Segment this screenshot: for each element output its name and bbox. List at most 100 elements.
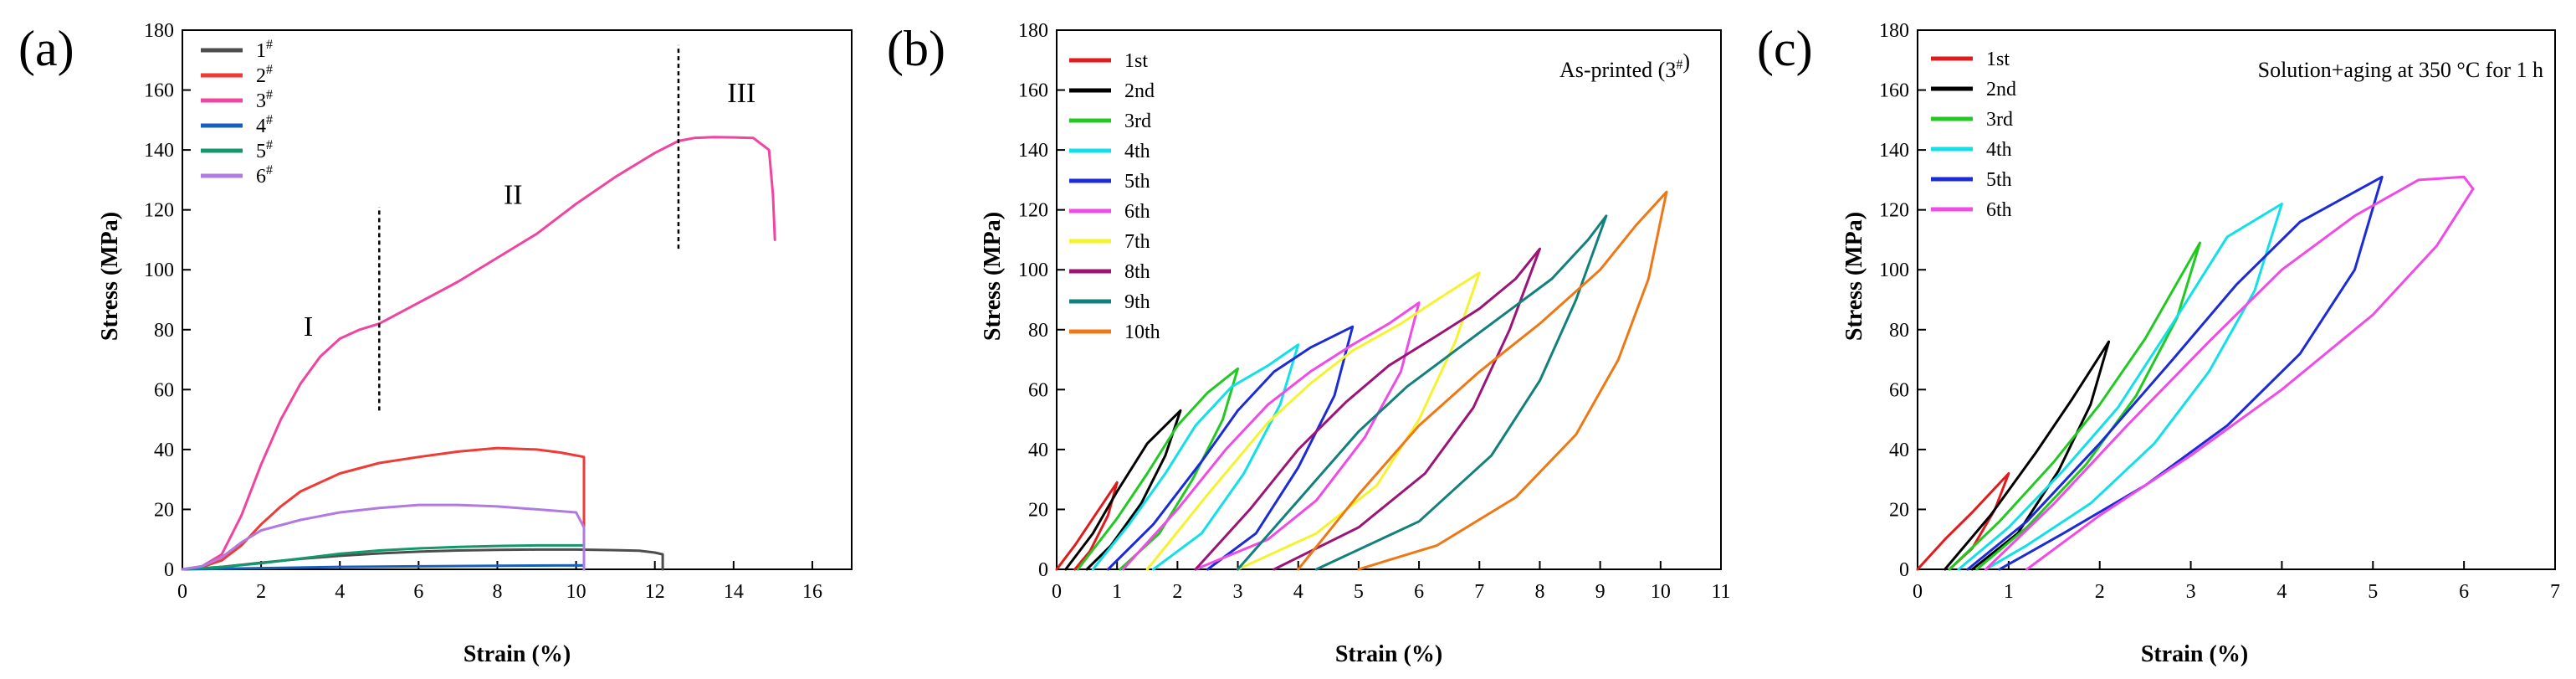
x-tick-label: 5	[2368, 581, 2378, 603]
legend-label: 2#	[256, 63, 273, 87]
plot-frame	[1056, 29, 1722, 570]
series-0-line	[1055, 481, 1119, 571]
legend-label: 2nd	[1124, 80, 1155, 102]
x-tick-label: 7	[2550, 581, 2560, 603]
legend-label: 5th	[1124, 171, 1150, 193]
panel-c-plot-area: 0 1 2 3 4 5 6 7 0 20 40 60 80 100 120 140 160 180 1st 2nd 3r…	[1879, 20, 2560, 603]
x-tick-label: 6	[1414, 581, 1424, 603]
panel-annotation: As-printed (3#)	[1559, 49, 1690, 82]
y-tick-label: 140	[1018, 140, 1048, 162]
plot-frame	[182, 29, 853, 570]
x-tick-label: 9	[1595, 581, 1606, 603]
y-tick-label: 160	[1018, 80, 1048, 102]
y-tick-label: 0	[1899, 559, 1909, 581]
region-label: III	[727, 78, 755, 109]
x-tick-label: 4	[335, 581, 345, 603]
legend-label: 1#	[256, 38, 273, 62]
y-tick-label: 60	[154, 379, 174, 401]
series-1-line	[1944, 340, 2111, 571]
series-2-line	[181, 136, 776, 571]
x-tick-label: 1	[1112, 581, 1122, 603]
x-tick-label: 4	[2276, 581, 2287, 603]
panel-b: (b) Stress (MPa) Strain (%) 0 1 2 3 4 5 6 7 8 9 10…	[887, 20, 1731, 667]
series-5-line	[1121, 301, 1421, 571]
legend-label: 7th	[1124, 231, 1150, 253]
series-8-line	[1237, 214, 1608, 571]
x-tick-label: 3	[2186, 581, 2196, 603]
plot-frame	[1917, 29, 2556, 570]
y-tick-label: 20	[1889, 499, 1909, 521]
region-label: I	[304, 311, 313, 342]
x-tick-label: 2	[1172, 581, 1182, 603]
series-3-line	[1957, 203, 2283, 571]
x-tick-label: 2	[256, 581, 266, 603]
legend-label: 1st	[1986, 49, 2010, 70]
panel-c-y-axis-title: Stress (MPa)	[1841, 212, 1867, 341]
series-6-line	[1145, 271, 1481, 571]
y-tick-label: 0	[164, 559, 174, 581]
y-tick-label: 180	[1879, 20, 1909, 42]
panel-c: (c) Stress (MPa) Strain (%) 0 1 2 3 4 5 6 7 0 20 4…	[1757, 20, 2560, 667]
y-tick-label: 60	[1028, 379, 1048, 401]
y-tick-label: 20	[1028, 499, 1048, 521]
series-1-line	[181, 446, 586, 571]
x-tick-label: 6	[413, 581, 423, 603]
panel-c-x-axis-title: Strain (%)	[2141, 641, 2248, 667]
series-3-line	[1091, 343, 1300, 571]
x-tick-label: 2	[2095, 581, 2105, 603]
y-tick-label: 100	[1018, 260, 1048, 281]
series-2-line	[1076, 367, 1239, 571]
y-tick-label: 60	[1889, 379, 1909, 401]
y-tick-label: 40	[1889, 440, 1909, 461]
x-tick-label: 7	[1474, 581, 1484, 603]
panel-a: (a) Stress (MPa) Strain (%) 0 2 4 6 8 10 12 14 1…	[18, 20, 853, 667]
series-5-line	[1984, 175, 2475, 571]
x-tick-label: 10	[1651, 581, 1671, 603]
panel-annotation: Solution+aging at 350 °C for 1 h	[2258, 58, 2543, 82]
panel-b-label: (b)	[887, 21, 945, 76]
series-5-line	[181, 503, 586, 571]
legend-label: 1st	[1124, 50, 1148, 72]
y-tick-label: 20	[154, 499, 174, 521]
series-4-line	[181, 543, 586, 571]
legend-label: 4#	[256, 113, 273, 137]
x-tick-label: 0	[1913, 581, 1923, 603]
x-tick-label: 10	[566, 581, 586, 603]
y-tick-label: 180	[144, 20, 174, 42]
y-tick-label: 120	[1879, 200, 1909, 222]
y-tick-label: 100	[144, 260, 174, 281]
legend-label: 3#	[256, 88, 273, 112]
series-4-line	[1966, 175, 2384, 571]
x-tick-label: 6	[2459, 581, 2469, 603]
panel-a-label: (a)	[18, 21, 74, 76]
x-tick-label: 11	[1711, 581, 1730, 603]
panel-a-plot-area: 0 2 4 6 8 10 12 14 16020406080100120140160180III…	[144, 20, 853, 603]
y-tick-label: 180	[1018, 20, 1048, 42]
series-1-line	[1064, 409, 1182, 571]
x-tick-label: 14	[724, 581, 744, 603]
legend-label: 4th	[1986, 139, 2012, 161]
x-tick-label: 1	[2004, 581, 2014, 603]
y-tick-label: 100	[1879, 260, 1909, 281]
legend-label: 6th	[1124, 201, 1150, 223]
panel-b-x-axis-title: Strain (%)	[1335, 641, 1442, 667]
y-tick-label: 160	[1879, 80, 1909, 102]
y-tick-label: 0	[1038, 559, 1048, 581]
legend-label: 6#	[256, 163, 273, 188]
series-3-line	[181, 563, 586, 571]
x-tick-label: 8	[492, 581, 502, 603]
y-tick-label: 40	[1028, 440, 1048, 461]
legend-label: 4th	[1124, 141, 1150, 162]
x-tick-label: 4	[1293, 581, 1303, 603]
x-tick-label: 0	[177, 581, 187, 603]
legend-label: 8th	[1124, 261, 1150, 283]
y-tick-label: 160	[144, 80, 174, 102]
y-tick-label: 140	[1879, 140, 1909, 162]
panel-c-label: (c)	[1757, 21, 1813, 76]
legend-label: 5th	[1986, 169, 2012, 191]
series-9-line	[1297, 190, 1668, 571]
y-tick-label: 80	[1889, 320, 1909, 342]
series-4-line	[1106, 325, 1355, 571]
y-tick-label: 80	[154, 320, 174, 342]
